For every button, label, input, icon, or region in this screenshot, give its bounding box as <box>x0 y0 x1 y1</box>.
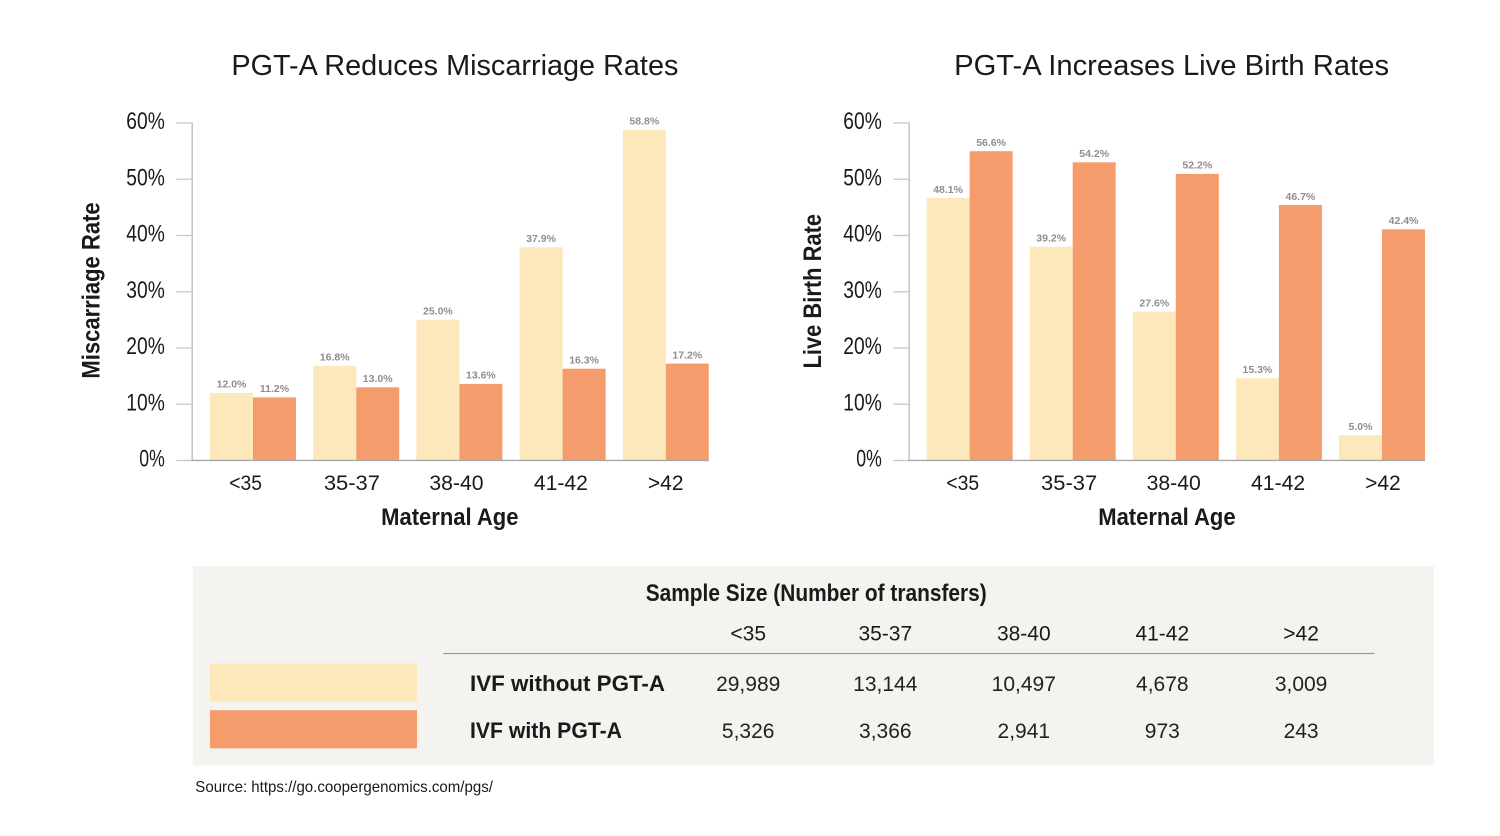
svg-text:IVF without PGT-A: IVF without PGT-A <box>470 671 665 696</box>
svg-text:>42: >42 <box>648 472 684 495</box>
svg-text:243: 243 <box>1284 720 1319 743</box>
svg-text:16.3%: 16.3% <box>569 355 599 367</box>
svg-text:42.4%: 42.4% <box>1389 215 1419 227</box>
svg-text:973: 973 <box>1145 720 1180 743</box>
svg-text:38-40: 38-40 <box>997 622 1051 645</box>
svg-text:Miscarriage Rate: Miscarriage Rate <box>77 202 105 378</box>
svg-text:39.2%: 39.2% <box>1036 233 1066 245</box>
svg-text:20%: 20% <box>843 333 882 360</box>
svg-text:46.7%: 46.7% <box>1286 191 1316 203</box>
svg-text:>42: >42 <box>1365 472 1401 495</box>
svg-text:10%: 10% <box>843 389 882 416</box>
svg-text:4,678: 4,678 <box>1136 673 1189 696</box>
svg-text:11.2%: 11.2% <box>260 383 290 395</box>
svg-text:58.8%: 58.8% <box>629 116 659 128</box>
svg-text:40%: 40% <box>843 221 882 248</box>
svg-text:52.2%: 52.2% <box>1182 160 1212 172</box>
svg-text:10%: 10% <box>126 389 165 416</box>
svg-text:PGT-A Reduces Miscarriage Rate: PGT-A Reduces Miscarriage Rates <box>231 50 678 82</box>
svg-text:41-42: 41-42 <box>1251 472 1305 495</box>
svg-text:<35: <35 <box>730 622 766 645</box>
svg-text:48.1%: 48.1% <box>933 184 963 196</box>
svg-text:Maternal Age: Maternal Age <box>381 504 518 531</box>
svg-text:20%: 20% <box>126 333 165 360</box>
svg-text:>42: >42 <box>1283 622 1319 645</box>
svg-text:54.2%: 54.2% <box>1079 148 1109 160</box>
svg-text:5,326: 5,326 <box>722 720 775 743</box>
svg-text:35-37: 35-37 <box>1041 472 1097 495</box>
svg-text:Live Birth Rate: Live Birth Rate <box>799 214 827 369</box>
svg-text:5.0%: 5.0% <box>1349 421 1374 433</box>
svg-text:Sample Size (Number of transfe: Sample Size (Number of transfers) <box>646 580 987 607</box>
svg-text:Maternal Age: Maternal Age <box>1098 504 1235 531</box>
svg-text:17.2%: 17.2% <box>672 349 702 361</box>
svg-text:35-37: 35-37 <box>324 472 380 495</box>
svg-text:60%: 60% <box>843 108 882 135</box>
svg-text:41-42: 41-42 <box>534 472 588 495</box>
svg-text:50%: 50% <box>843 164 882 191</box>
svg-text:40%: 40% <box>126 221 165 248</box>
svg-text:56.6%: 56.6% <box>976 137 1006 149</box>
svg-text:35-37: 35-37 <box>858 622 912 645</box>
svg-text:27.6%: 27.6% <box>1139 297 1169 309</box>
svg-text:3,009: 3,009 <box>1275 673 1328 696</box>
svg-text:10,497: 10,497 <box>992 673 1056 696</box>
svg-text:13,144: 13,144 <box>853 673 918 696</box>
svg-text:<35: <35 <box>229 472 262 495</box>
svg-text:15.3%: 15.3% <box>1243 364 1273 376</box>
svg-text:2,941: 2,941 <box>998 720 1051 743</box>
svg-text:38-40: 38-40 <box>429 472 483 495</box>
svg-text:41-42: 41-42 <box>1135 622 1189 645</box>
svg-text:IVF with PGT-A: IVF with PGT-A <box>470 718 622 743</box>
svg-text:60%: 60% <box>126 108 165 135</box>
svg-text:30%: 30% <box>843 277 882 304</box>
svg-text:13.0%: 13.0% <box>363 373 393 385</box>
svg-text:29,989: 29,989 <box>716 673 780 696</box>
svg-text:16.8%: 16.8% <box>320 352 350 364</box>
svg-text:30%: 30% <box>126 277 165 304</box>
svg-text:Source: https://go.coopergenom: Source: https://go.coopergenomics.com/pg… <box>195 779 493 796</box>
svg-text:0%: 0% <box>856 446 882 473</box>
svg-text:50%: 50% <box>126 164 165 191</box>
svg-text:37.9%: 37.9% <box>526 233 556 245</box>
svg-text:13.6%: 13.6% <box>466 370 496 382</box>
svg-text:<35: <35 <box>946 472 979 495</box>
svg-text:38-40: 38-40 <box>1147 472 1201 495</box>
svg-text:3,366: 3,366 <box>859 720 912 743</box>
svg-text:25.0%: 25.0% <box>423 306 453 318</box>
svg-text:12.0%: 12.0% <box>217 379 247 391</box>
svg-text:PGT-A Increases Live Birth Rat: PGT-A Increases Live Birth Rates <box>954 50 1389 82</box>
svg-text:0%: 0% <box>139 446 165 473</box>
